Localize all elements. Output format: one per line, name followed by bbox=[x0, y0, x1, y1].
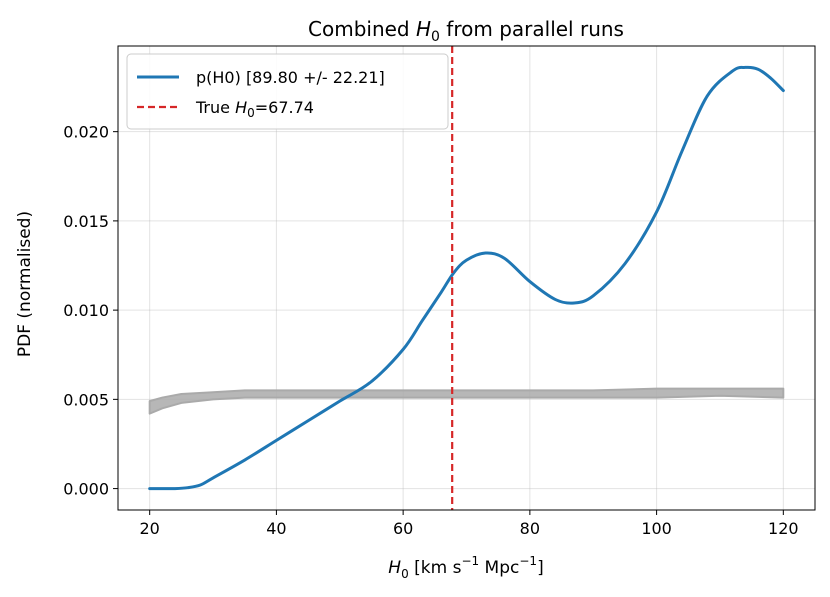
legend-true-symbol: H bbox=[235, 98, 247, 117]
title-prefix: Combined bbox=[308, 17, 416, 41]
legend-label-true-h0: True H0=67.74 bbox=[195, 98, 314, 120]
runs-band bbox=[148, 387, 785, 415]
legend-true-subscript: 0 bbox=[247, 106, 255, 120]
x-axis-label: H0 [km s−1 Mpc−1] bbox=[388, 554, 543, 581]
legend-box bbox=[126, 53, 449, 130]
plot-frame bbox=[117, 45, 816, 511]
xlabel-end: ] bbox=[537, 558, 544, 578]
y-tick-label: 0.005 bbox=[63, 390, 109, 409]
title-suffix: from parallel runs bbox=[440, 17, 624, 41]
legend-true-suffix: =67.74 bbox=[255, 98, 314, 117]
x-axis-ticks: 20 40 60 80 100 120 bbox=[140, 510, 799, 538]
title-symbol: H bbox=[416, 17, 431, 41]
xlabel-subscript: 0 bbox=[401, 567, 409, 581]
y-tick-label: 0.020 bbox=[63, 123, 109, 142]
xlabel-sup2: −1 bbox=[519, 554, 537, 568]
x-tick-label: 80 bbox=[520, 519, 540, 538]
x-tick-label: 120 bbox=[768, 519, 799, 538]
legend: p(H0) [89.80 +/- 22.21] True H0=67.74 bbox=[126, 53, 449, 130]
y-tick-label: 0.015 bbox=[63, 212, 109, 231]
x-tick-label: 60 bbox=[393, 519, 413, 538]
xlabel-sup1: −1 bbox=[461, 554, 479, 568]
legend-label-posterior: p(H0) [89.80 +/- 22.21] bbox=[196, 68, 385, 87]
xlabel-mid: Mpc bbox=[479, 558, 519, 578]
x-tick-label: 20 bbox=[140, 519, 160, 538]
title-subscript: 0 bbox=[431, 29, 440, 45]
xlabel-symbol: H bbox=[388, 558, 401, 578]
series-lines bbox=[148, 46, 785, 510]
xlabel-text: [km s bbox=[409, 558, 462, 578]
chart-title: Combined H0 from parallel runs bbox=[308, 17, 624, 45]
y-tick-label: 0.000 bbox=[63, 480, 109, 499]
x-tick-label: 100 bbox=[641, 519, 672, 538]
y-tick-label: 0.010 bbox=[63, 301, 109, 320]
posterior-curve bbox=[148, 65, 785, 491]
runs-band-area bbox=[148, 387, 785, 415]
x-tick-label: 40 bbox=[266, 519, 286, 538]
legend-true-prefix: True bbox=[195, 98, 235, 117]
y-axis-ticks: 0.000 0.005 0.010 0.015 0.020 bbox=[63, 123, 118, 499]
y-axis-label: PDF (normalised) bbox=[15, 211, 35, 357]
